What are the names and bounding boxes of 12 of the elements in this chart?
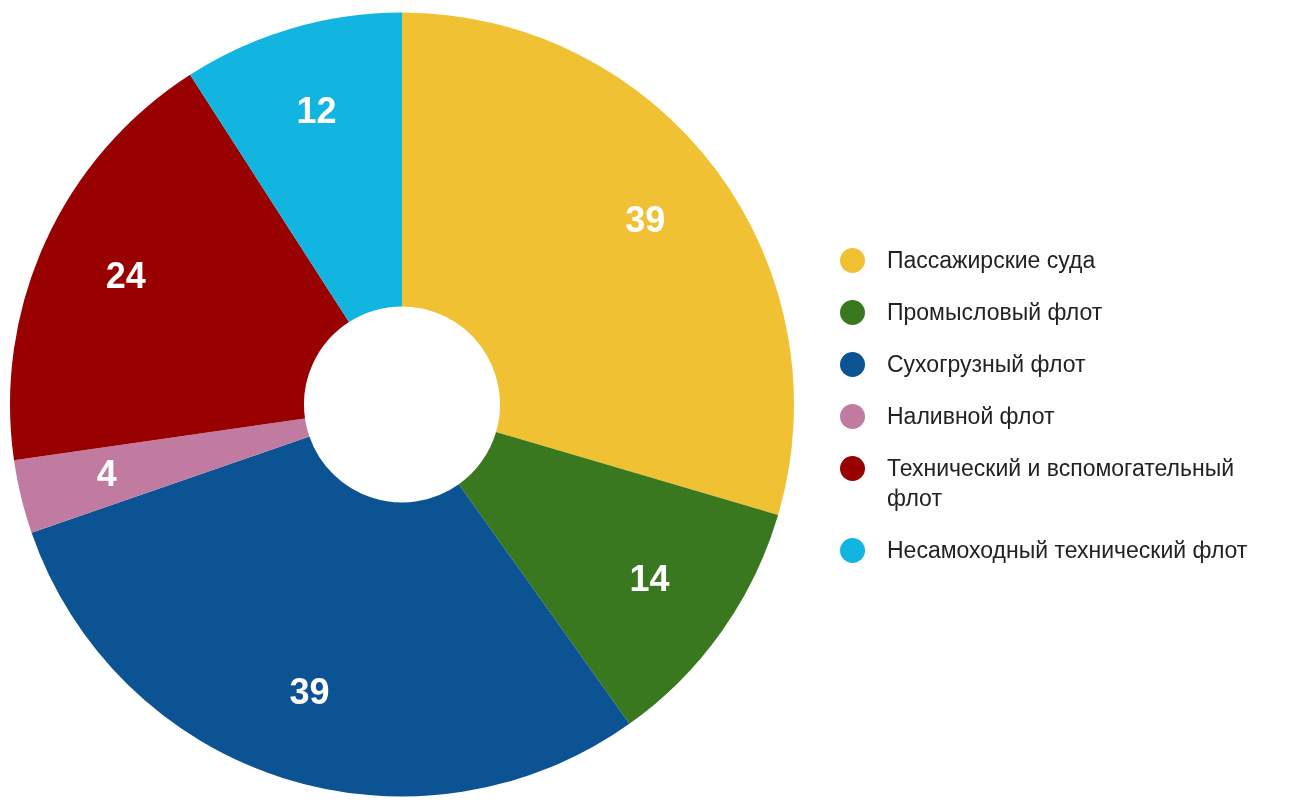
- legend-label: Наливной флот: [887, 401, 1056, 431]
- data-label: 24: [105, 255, 146, 297]
- data-label: 39: [625, 199, 666, 241]
- data-label: 14: [629, 557, 670, 599]
- data-label: 4: [96, 453, 117, 495]
- legend-label: Промысловый флот: [887, 297, 1104, 327]
- data-label: 39: [289, 670, 330, 712]
- data-label: 12: [296, 89, 337, 131]
- legend-label: Пассажирские суда: [887, 245, 1097, 275]
- legend-label: Сухогрузный флот: [887, 349, 1087, 379]
- legend-label: Несамоходный технический флот: [887, 535, 1249, 565]
- legend-label: Технический и вспомогательный флот: [887, 453, 1236, 513]
